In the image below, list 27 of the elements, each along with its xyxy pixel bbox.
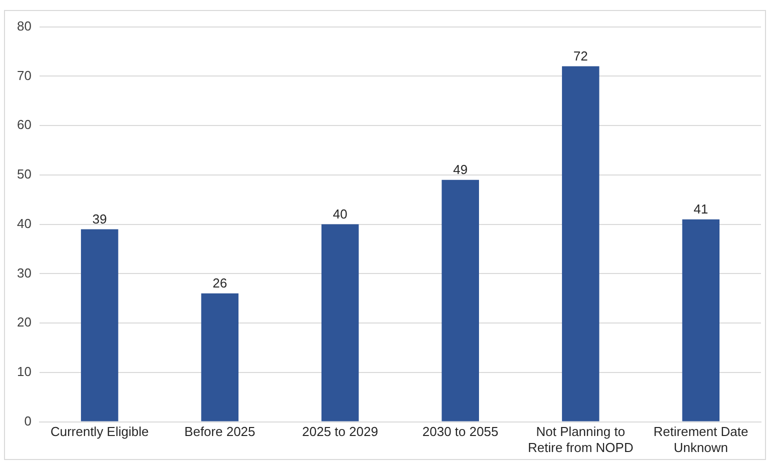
data-label: 41 [694,201,708,216]
x-tick-label: 2030 to 2055 [422,424,498,440]
y-tick-label: 30 [16,265,32,280]
data-label: 72 [573,48,588,64]
data-label: 40 [332,206,348,222]
data-label: 26 [212,276,228,291]
data-label: 49 [453,162,468,177]
bar [442,180,479,422]
y-tick-label: 50 [16,166,32,182]
y-tick-label: 60 [16,117,32,132]
y-tick-label: 70 [16,68,32,83]
bar [80,229,118,422]
bar [201,293,238,422]
y-tick-label: 80 [16,18,32,34]
data-label: 39 [92,211,107,226]
bar [321,224,359,422]
x-tick-label: Not Planning to Retire from NOPD [528,424,634,455]
y-tick-label: 10 [16,364,32,380]
y-tick-label: 40 [16,216,32,231]
y-tick-label: 0 [24,413,32,428]
x-tick-label: Before 2025 [184,424,256,440]
bar [682,219,720,422]
bar [562,66,600,422]
y-tick-label: 20 [16,314,32,330]
x-tick-label: Currently Eligible [50,424,149,440]
x-tick-label: 2025 to 2029 [302,424,378,440]
x-tick-label: Retirement Date Unknown [654,424,748,455]
